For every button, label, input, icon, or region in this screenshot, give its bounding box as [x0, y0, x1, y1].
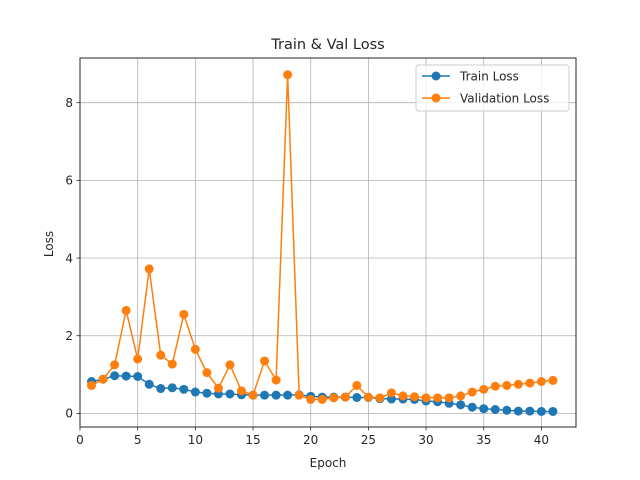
validation-loss-point [248, 390, 258, 400]
legend-label: Validation Loss [460, 91, 549, 105]
train-loss-point [513, 406, 523, 416]
train-loss-point [467, 402, 477, 412]
y-tick-label: 8 [65, 96, 73, 110]
train-loss-point [479, 404, 489, 414]
train-loss-point [190, 387, 200, 397]
train-loss-point [490, 405, 500, 415]
train-loss-point [456, 400, 466, 410]
validation-loss-point [525, 378, 535, 388]
train-loss-point [156, 384, 166, 394]
y-tick-label: 4 [65, 251, 73, 265]
validation-loss-point [306, 394, 316, 404]
x-tick-label: 5 [134, 433, 142, 447]
validation-loss-point [236, 386, 246, 396]
validation-loss-point [156, 350, 166, 360]
validation-loss-point [294, 390, 304, 400]
train-loss-point [260, 390, 270, 400]
y-tick-label: 6 [65, 174, 73, 188]
validation-loss-point [283, 70, 293, 80]
validation-loss-point [317, 394, 327, 404]
train-loss-point [110, 371, 120, 381]
train-loss-point [179, 384, 189, 394]
validation-loss-point [202, 368, 212, 378]
validation-loss-point [213, 383, 223, 393]
validation-loss-point [110, 360, 120, 370]
legend-item-train-loss: Train Loss [422, 69, 519, 83]
y-tick-label: 2 [65, 329, 73, 343]
validation-loss-point [179, 309, 189, 319]
validation-loss-point [329, 393, 339, 403]
chart-title: Train & Val Loss [270, 37, 384, 53]
train-loss-point [133, 372, 143, 382]
train-loss-point [283, 390, 293, 400]
train-loss-point [225, 389, 235, 399]
validation-loss-point [433, 393, 443, 403]
train-loss-point [352, 392, 362, 402]
legend: Train Loss Validation Loss [415, 64, 570, 112]
validation-loss-point [190, 344, 200, 354]
legend-label: Train Loss [459, 69, 519, 83]
plot-frame [79, 57, 577, 428]
train-loss-point [525, 406, 535, 416]
x-tick-label: 10 [188, 433, 203, 447]
validation-loss-point [260, 356, 270, 366]
validation-loss-point [133, 354, 143, 364]
legend-swatch-marker [431, 93, 441, 103]
x-tick-label: 15 [245, 433, 260, 447]
validation-loss-point [548, 375, 558, 385]
validation-loss-point [167, 359, 177, 369]
train-loss-point [167, 383, 177, 393]
train-loss-point [271, 390, 281, 400]
ticks: 0 5 10 15 20 25 30 35 40 0 2 4 6 8 [65, 96, 549, 447]
x-axis-label: Epoch [310, 456, 347, 470]
series-validation-loss [87, 70, 558, 404]
validation-loss-point [513, 379, 523, 389]
train-loss-point [502, 405, 512, 415]
validation-loss-point [225, 360, 235, 370]
validation-loss-point [340, 392, 350, 402]
validation-loss-point [444, 393, 454, 403]
series-layer [87, 70, 558, 416]
x-tick-label: 35 [476, 433, 491, 447]
validation-loss-point [502, 380, 512, 390]
y-axis-label: Loss [42, 231, 56, 257]
y-tick-label: 0 [65, 407, 73, 421]
legend-swatch-marker [431, 71, 441, 81]
train-loss-point [386, 394, 396, 404]
validation-loss-point [410, 392, 420, 402]
x-tick-label: 20 [303, 433, 318, 447]
validation-loss-point [536, 377, 546, 387]
validation-loss-point [456, 391, 466, 401]
train-loss-point [144, 379, 154, 389]
validation-loss-point [144, 264, 154, 274]
validation-loss-point [421, 393, 431, 403]
validation-loss-point [98, 374, 108, 384]
validation-loss-point [375, 393, 385, 403]
validation-loss-point [490, 381, 500, 391]
validation-loss-point [352, 380, 362, 390]
train-loss-point [548, 406, 558, 416]
x-tick-label: 40 [534, 433, 549, 447]
legend-box [415, 64, 570, 112]
validation-loss-point [467, 387, 477, 397]
x-tick-label: 0 [76, 433, 84, 447]
train-loss-point [536, 406, 546, 416]
validation-loss-point [363, 392, 373, 402]
validation-loss-point [87, 380, 97, 390]
legend-item-validation-loss: Validation Loss [422, 91, 549, 105]
validation-loss-point [271, 375, 281, 385]
validation-loss-point [121, 305, 131, 315]
x-tick-label: 30 [418, 433, 433, 447]
train-loss-point [202, 388, 212, 398]
validation-loss-point [386, 388, 396, 398]
train-loss-point [121, 371, 131, 381]
x-tick-label: 25 [361, 433, 376, 447]
validation-loss-point [398, 391, 408, 401]
validation-loss-point [479, 384, 489, 394]
